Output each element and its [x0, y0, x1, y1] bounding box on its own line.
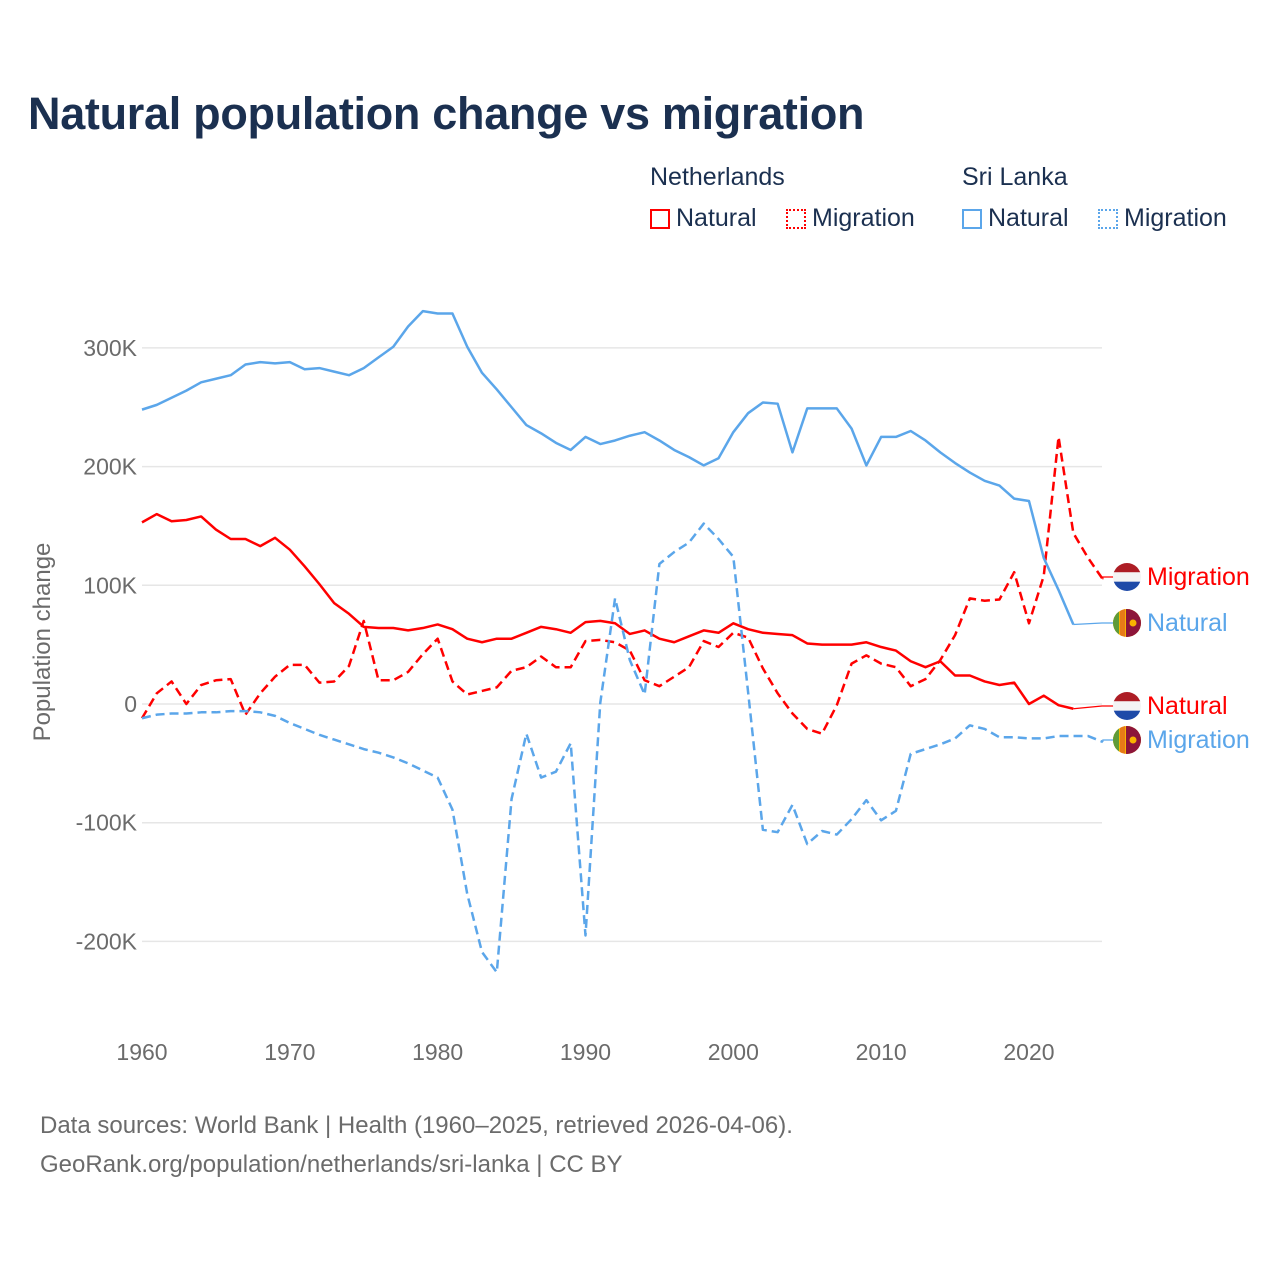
chart-title: Natural population change vs migration [28, 88, 865, 139]
sri-lanka-flag-icon [1113, 609, 1141, 637]
y-tick-label: 300K [83, 335, 137, 361]
end-label: Natural [1147, 692, 1228, 720]
legend-swatch-solid-icon [962, 208, 982, 229]
series-line-sri-lanka-migration [141, 522, 1104, 974]
end-connector [1073, 622, 1114, 626]
series-line-netherlands-natural [141, 512, 1074, 710]
legend-item-netherlands-migration[interactable]: Migration [786, 204, 915, 233]
netherlands-flag-icon [1113, 692, 1141, 720]
x-tick-label: 1990 [560, 1039, 611, 1065]
x-tick-label: 1960 [116, 1039, 167, 1065]
legend-item-sri-lanka-migration[interactable]: Migration [1098, 204, 1227, 233]
footer: Data sources: World Bank | Health (1960–… [40, 1106, 793, 1184]
legend-swatch-dotted-icon [786, 208, 806, 229]
y-tick-label: 100K [83, 572, 137, 598]
legend-item-sri-lanka-natural[interactable]: Natural [962, 204, 1069, 233]
y-tick-label: 200K [83, 454, 137, 480]
end-label: Natural [1147, 609, 1228, 637]
netherlands-flag-icon [1113, 563, 1141, 591]
legend-item-netherlands-natural[interactable]: Natural [650, 204, 757, 233]
x-tick-label: 1980 [412, 1039, 463, 1065]
end-label: Migration [1147, 726, 1250, 754]
y-tick-label: 0 [124, 691, 137, 717]
end-connector [1102, 739, 1114, 742]
series-line-netherlands-migration [140, 435, 1104, 735]
sri-lanka-flag-icon [1113, 726, 1141, 754]
legend-label: Natural [676, 204, 757, 232]
legend-swatch-dotted-icon [1098, 208, 1118, 229]
legend-group-sri-lanka: Sri Lanka [962, 163, 1068, 191]
y-axis-label: Population change [29, 543, 56, 742]
series-line-sri-lanka-natural [141, 309, 1075, 625]
x-tick-label: 2010 [856, 1039, 907, 1065]
legend-label: Migration [812, 204, 915, 232]
legend-label: Natural [988, 204, 1069, 232]
end-connector [1073, 705, 1114, 710]
footer-link[interactable]: GeoRank.org/population/netherlands/sri-l… [40, 1151, 623, 1178]
legend-group-netherlands: Netherlands [650, 163, 785, 191]
footer-sources: Data sources: World Bank | Health (1960–… [40, 1112, 793, 1139]
end-label: Migration [1147, 563, 1250, 591]
legend-swatch-solid-icon [650, 208, 670, 229]
x-tick-label: 2020 [1003, 1039, 1054, 1065]
y-tick-label: -100K [76, 810, 138, 836]
y-tick-label: -200K [76, 928, 138, 954]
x-tick-label: 2000 [708, 1039, 759, 1065]
x-tick-label: 1970 [264, 1039, 315, 1065]
legend-label: Migration [1124, 204, 1227, 232]
end-connector [1102, 576, 1114, 580]
